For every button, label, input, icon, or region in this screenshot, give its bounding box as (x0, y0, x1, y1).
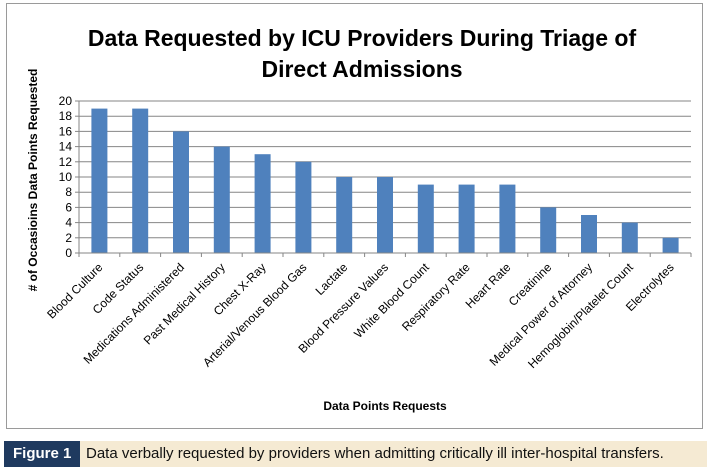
bar (336, 177, 353, 253)
bar (662, 237, 679, 253)
bar (254, 154, 271, 253)
x-tick-label: Lactate (313, 260, 351, 298)
bar (173, 131, 189, 253)
bar (132, 108, 149, 253)
y-tick-label: 18 (59, 109, 73, 123)
bar-chart: Data Requested by ICU Providers During T… (26, 25, 692, 413)
bar (377, 177, 393, 253)
bar (621, 222, 638, 253)
y-tick-label: 10 (59, 170, 73, 184)
x-axis-label: Data Points Requests (323, 399, 447, 413)
x-tick-label: White Blood Count (351, 260, 432, 341)
bar (540, 207, 557, 253)
bar (91, 108, 108, 253)
y-tick-label: 4 (65, 216, 72, 230)
y-tick-label: 2 (65, 231, 72, 245)
bar (458, 184, 475, 253)
y-tick-label: 0 (65, 246, 72, 260)
figure-caption: Figure 1 Data verbally requested by prov… (4, 441, 707, 467)
figure-caption-text: Data verbally requested by providers whe… (86, 445, 664, 462)
y-axis-label: # of Occasioins Data Points Requested (26, 69, 40, 292)
bars (91, 108, 679, 253)
y-tick-label: 16 (59, 124, 73, 138)
y-tick-label: 14 (59, 140, 73, 154)
y-tick-label: 8 (65, 185, 72, 199)
chart-frame: Data Requested by ICU Providers During T… (6, 3, 703, 429)
bar (295, 161, 312, 253)
y-tick-label: 20 (59, 94, 73, 108)
bar (213, 146, 230, 253)
chart-title-line-1: Data Requested by ICU Providers During T… (88, 25, 637, 51)
chart-title-line-2: Direct Admissions (261, 56, 462, 82)
y-tick-label: 6 (65, 200, 72, 214)
y-tick-label: 12 (59, 155, 73, 169)
figure-label: Figure 1 (4, 441, 81, 467)
bar (417, 184, 434, 253)
bar (581, 215, 597, 253)
bar (499, 184, 516, 253)
